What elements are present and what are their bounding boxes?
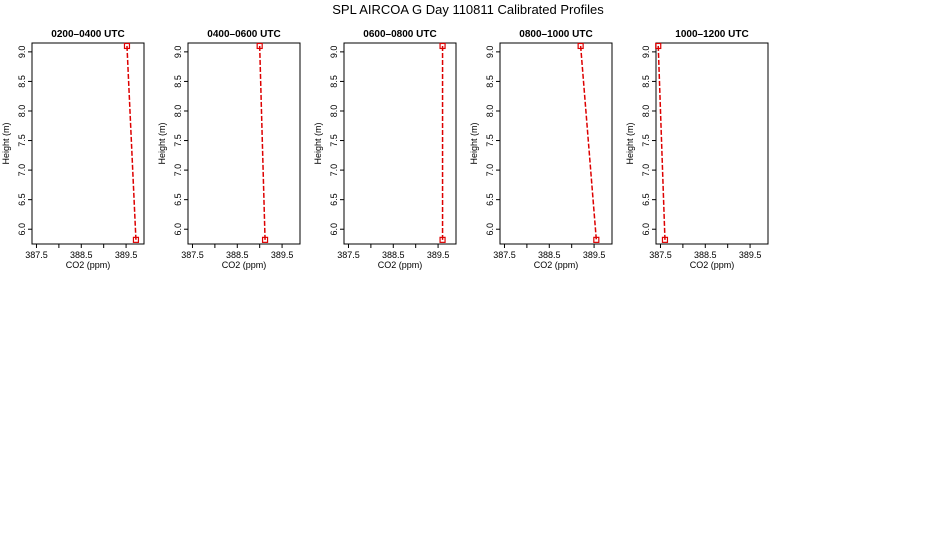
x-tick-label: 387.5: [649, 250, 672, 260]
y-tick-label: 6.5: [485, 193, 495, 206]
y-tick-label: 8.5: [329, 75, 339, 88]
x-axis-label: CO2 (ppm): [534, 260, 579, 270]
y-axis-label: Height (m): [313, 122, 323, 164]
figure-title: SPL AIRCOA G Day 110811 Calibrated Profi…: [332, 2, 604, 17]
y-axis-label: Height (m): [469, 122, 479, 164]
data-point: [439, 42, 446, 50]
y-tick-label: 6.0: [329, 223, 339, 236]
x-tick-label: 389.5: [427, 250, 450, 260]
y-axis-label: Height (m): [625, 122, 635, 164]
profile-panel-3: 0600–0800 UTC 387.5 388.5 389.5 6.0 6.5 7.0 7.5…: [313, 29, 457, 270]
panel-title: 0400–0600 UTC: [207, 29, 280, 40]
y-tick-label: 8.0: [329, 105, 339, 118]
y-tick-label: 6.5: [329, 193, 339, 206]
x-tick-label: 388.5: [226, 250, 249, 260]
y-tick-label: 7.0: [485, 164, 495, 177]
data-point: [655, 42, 662, 50]
y-tick-label: 8.5: [641, 75, 651, 88]
x-tick-label: 389.5: [271, 250, 294, 260]
x-tick-label: 387.5: [493, 250, 516, 260]
plot-frame: [343, 42, 457, 245]
x-tick-label: 388.5: [694, 250, 717, 260]
data-point: [593, 236, 600, 243]
plot-frame: [499, 42, 613, 245]
x-tick-label: 389.5: [115, 250, 138, 260]
x-tick-label: 388.5: [70, 250, 93, 260]
data-point: [439, 236, 446, 243]
y-tick-label: 7.5: [329, 134, 339, 147]
y-tick-label: 6.0: [173, 223, 183, 236]
y-tick-label: 7.0: [173, 164, 183, 177]
profile-panels: 0200–0400 UTC 387.5 388.5 389.5 6.0 6.5 7.0 7.5…: [1, 29, 769, 270]
y-tick-label: 8.5: [173, 75, 183, 88]
y-tick-label: 7.0: [17, 164, 27, 177]
data-point: [256, 42, 263, 50]
y-tick-label: 7.5: [173, 134, 183, 147]
x-tick-label: 389.5: [739, 250, 762, 260]
panel-title: 0800–1000 UTC: [519, 29, 592, 40]
y-tick-label: 7.5: [485, 134, 495, 147]
y-tick-label: 9.0: [329, 46, 339, 59]
y-tick-label: 9.0: [485, 46, 495, 59]
data-point: [132, 236, 140, 243]
y-tick-label: 7.5: [17, 134, 27, 147]
y-tick-label: 8.0: [173, 105, 183, 118]
y-tick-label: 9.0: [173, 46, 183, 59]
y-tick-label: 8.0: [641, 105, 651, 118]
y-tick-label: 6.5: [17, 193, 27, 206]
y-tick-label: 8.0: [17, 105, 27, 118]
profile-panel-2: 0400–0600 UTC 387.5 388.5 389.5 6.0 6.5 7.0 7.5…: [157, 29, 301, 270]
y-tick-label: 9.0: [17, 46, 27, 59]
y-axis-label: Height (m): [157, 122, 167, 164]
y-tick-label: 6.0: [17, 223, 27, 236]
profile-panel-4: 0800–1000 UTC 387.5 388.5 389.5 6.0 6.5 7.0 7.5…: [469, 29, 613, 270]
data-point: [577, 42, 584, 50]
profile-panel-5: 1000–1200 UTC 387.5 388.5 389.5 6.0 6.5 7.0 7.5…: [625, 29, 769, 270]
profile-line: [657, 45, 666, 240]
y-tick-label: 8.0: [485, 105, 495, 118]
plot-frame: [655, 42, 769, 245]
y-axis-label: Height (m): [1, 122, 11, 164]
data-point: [661, 236, 669, 243]
y-tick-label: 7.5: [641, 134, 651, 147]
panel-title: 0200–0400 UTC: [51, 29, 124, 40]
x-axis-label: CO2 (ppm): [222, 260, 267, 270]
x-tick-label: 388.5: [538, 250, 561, 260]
x-tick-label: 389.5: [583, 250, 606, 260]
y-tick-label: 8.5: [485, 75, 495, 88]
y-tick-label: 6.5: [173, 193, 183, 206]
x-tick-label: 387.5: [181, 250, 204, 260]
x-tick-label: 387.5: [25, 250, 48, 260]
y-tick-label: 8.5: [17, 75, 27, 88]
x-axis-label: CO2 (ppm): [66, 260, 111, 270]
panel-title: 0600–0800 UTC: [363, 29, 436, 40]
data-point: [123, 42, 131, 50]
x-tick-label: 387.5: [337, 250, 360, 260]
profile-line: [126, 45, 137, 240]
y-tick-label: 7.0: [329, 164, 339, 177]
x-tick-label: 388.5: [382, 250, 405, 260]
y-tick-label: 6.5: [641, 193, 651, 206]
y-tick-label: 6.0: [485, 223, 495, 236]
y-tick-label: 9.0: [641, 46, 651, 59]
x-axis-label: CO2 (ppm): [690, 260, 735, 270]
y-tick-label: 6.0: [641, 223, 651, 236]
profile-line: [579, 45, 598, 240]
profile-panel-1: 0200–0400 UTC 387.5 388.5 389.5 6.0 6.5 7.0 7.5…: [1, 29, 145, 270]
plot-frame: [187, 42, 301, 245]
x-axis-label: CO2 (ppm): [378, 260, 423, 270]
panel-title: 1000–1200 UTC: [675, 29, 748, 40]
plot-frame: [31, 42, 145, 245]
profile-line: [258, 45, 266, 240]
y-tick-label: 7.0: [641, 164, 651, 177]
data-point: [261, 236, 269, 243]
